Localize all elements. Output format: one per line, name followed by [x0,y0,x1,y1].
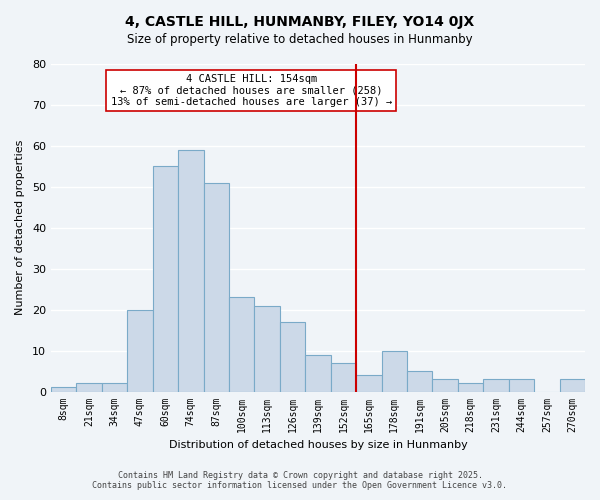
Text: 4 CASTLE HILL: 154sqm
← 87% of detached houses are smaller (258)
13% of semi-det: 4 CASTLE HILL: 154sqm ← 87% of detached … [110,74,392,107]
Bar [407,371,433,392]
Bar [509,380,534,392]
X-axis label: Distribution of detached houses by size in Hunmanby: Distribution of detached houses by size … [169,440,467,450]
Text: Contains HM Land Registry data © Crown copyright and database right 2025.
Contai: Contains HM Land Registry data © Crown c… [92,470,508,490]
Bar [254,306,280,392]
Bar [560,380,585,392]
Bar [483,380,509,392]
Bar [229,298,254,392]
Bar [458,384,483,392]
Bar [356,375,382,392]
Y-axis label: Number of detached properties: Number of detached properties [15,140,25,316]
Bar [382,350,407,392]
Text: 4, CASTLE HILL, HUNMANBY, FILEY, YO14 0JX: 4, CASTLE HILL, HUNMANBY, FILEY, YO14 0J… [125,15,475,29]
Bar [280,322,305,392]
Bar [102,384,127,392]
Bar [178,150,203,392]
Bar [76,384,102,392]
Bar [331,363,356,392]
Bar [127,310,152,392]
Bar [152,166,178,392]
Bar [51,388,76,392]
Text: Size of property relative to detached houses in Hunmanby: Size of property relative to detached ho… [127,32,473,46]
Bar [305,354,331,392]
Bar [433,380,458,392]
Bar [203,182,229,392]
